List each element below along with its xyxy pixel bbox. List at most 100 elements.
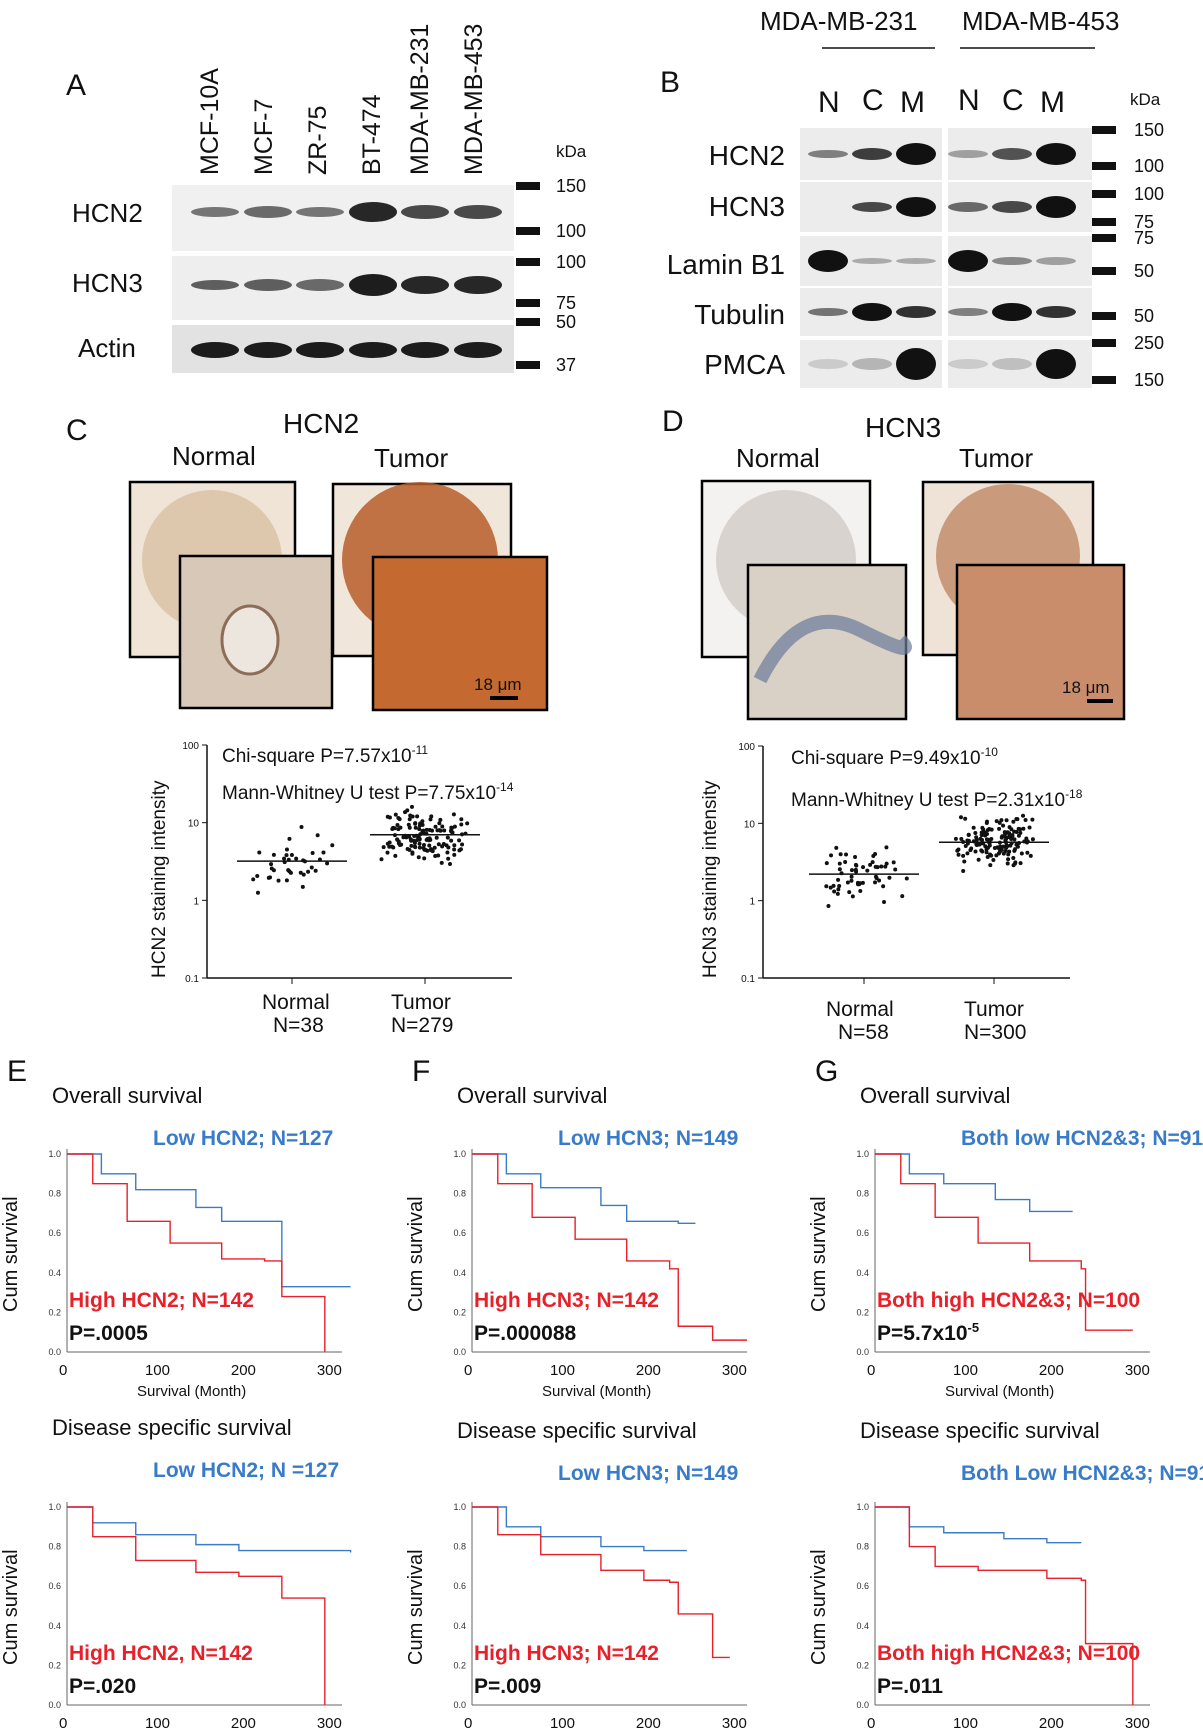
data-point	[997, 826, 1002, 831]
data-point	[1019, 851, 1024, 856]
data-point	[251, 877, 256, 882]
data-point	[849, 878, 854, 883]
blot-band	[1036, 349, 1076, 379]
lane-label: MCF-10A	[196, 68, 224, 175]
data-point	[385, 814, 390, 819]
y-tick-label: 0.8	[453, 1542, 466, 1552]
high-group-label: High HCN2; N=142	[69, 1289, 254, 1312]
data-point	[1023, 817, 1028, 822]
x-tick-label: 0	[59, 1715, 67, 1732]
x-tick-label: 0	[464, 1715, 472, 1732]
data-point	[973, 849, 978, 854]
data-point	[289, 853, 294, 858]
data-point	[407, 817, 412, 822]
y-tick-label: 0.6	[453, 1581, 466, 1591]
data-point	[850, 894, 855, 899]
high-group-label: Both high HCN2&3; N=100	[877, 1289, 1140, 1312]
data-point	[893, 867, 898, 872]
y-tick-label: 0.2	[48, 1307, 61, 1317]
data-point	[379, 857, 384, 862]
panel-b-letter: B	[660, 66, 680, 99]
data-point	[999, 818, 1004, 823]
data-point	[393, 853, 398, 858]
x-tick-label: 300	[722, 1362, 747, 1379]
x-tick-label: 100	[145, 1715, 170, 1732]
data-point	[1012, 829, 1017, 834]
data-point	[415, 837, 420, 842]
data-point	[408, 813, 413, 818]
data-point	[330, 843, 335, 848]
data-point	[853, 867, 858, 872]
x-tick-label: 200	[1039, 1715, 1064, 1732]
survival-curve-low	[472, 1506, 687, 1552]
data-point	[873, 851, 878, 856]
data-point	[284, 878, 289, 883]
data-point	[452, 847, 457, 852]
data-point	[1000, 834, 1005, 839]
y-tick-label: 0.0	[856, 1347, 869, 1357]
data-point	[428, 847, 433, 852]
data-point	[433, 824, 438, 829]
data-point	[387, 844, 392, 849]
low-group-label: Low HCN3; N=149	[558, 1127, 738, 1150]
data-point	[436, 853, 441, 858]
data-point	[1014, 816, 1019, 821]
chi-square-text: Chi-square P=9.49x10-10	[791, 745, 998, 769]
data-point	[287, 869, 292, 874]
survival-curve-high	[67, 1506, 326, 1705]
data-point	[445, 850, 450, 855]
blot-band	[454, 342, 502, 358]
tumor-label: Tumor	[374, 443, 448, 473]
survival-title: Disease specific survival	[860, 1418, 1100, 1443]
blot-band	[992, 148, 1032, 160]
group-label: Tumor	[391, 991, 451, 1014]
data-point	[439, 860, 444, 865]
y-tick-label: 0.8	[856, 1542, 869, 1552]
row-label: Tubulin	[694, 299, 785, 330]
marker-label: 250	[1134, 333, 1164, 353]
data-point	[873, 880, 878, 885]
data-point	[884, 861, 889, 866]
data-point	[989, 853, 994, 858]
y-tick-label: 0.4	[856, 1268, 869, 1278]
data-point	[269, 866, 274, 871]
data-point	[980, 849, 985, 854]
lane-label: BT-474	[358, 94, 386, 175]
data-point	[854, 863, 859, 868]
x-tick-label: 300	[317, 1715, 342, 1732]
marker-tick	[1092, 339, 1116, 347]
blot-band	[349, 274, 397, 296]
data-point	[1007, 825, 1012, 830]
x-tick-label: 200	[636, 1362, 661, 1379]
marker-label: 100	[556, 252, 586, 272]
data-point	[1013, 860, 1018, 865]
y-axis-label: HCN2 staining intensity	[149, 780, 170, 978]
cell-group-label: MDA-MB-453	[962, 6, 1119, 36]
data-point	[985, 854, 990, 859]
lane-label: MCF-7	[250, 99, 278, 175]
y-tick-label: 0.4	[48, 1268, 61, 1278]
row-label: HCN2	[72, 198, 143, 228]
data-point	[417, 841, 422, 846]
panel-d: D HCN3 Normal Tumor 18 μm Chi-square P=9…	[662, 405, 1126, 1044]
data-point	[955, 848, 960, 853]
data-point	[986, 837, 991, 842]
data-point	[255, 873, 260, 878]
scale-label: 18 μm	[474, 675, 522, 694]
p-value: P=.020	[69, 1675, 136, 1698]
data-point	[266, 875, 271, 880]
blot-band	[852, 148, 892, 160]
data-point	[427, 827, 432, 832]
y-tick-label: 0.8	[453, 1189, 466, 1199]
marker-tick	[516, 227, 540, 235]
data-point	[306, 869, 311, 874]
blot-band	[296, 342, 344, 358]
data-point	[858, 888, 863, 893]
data-point	[385, 841, 390, 846]
y-tick-label: 100	[738, 742, 755, 753]
x-tick-label: 100	[145, 1362, 170, 1379]
x-tick-label: 300	[1125, 1362, 1150, 1379]
data-point	[991, 857, 996, 862]
data-point	[403, 810, 408, 815]
survival-title: Overall survival	[860, 1083, 1010, 1108]
